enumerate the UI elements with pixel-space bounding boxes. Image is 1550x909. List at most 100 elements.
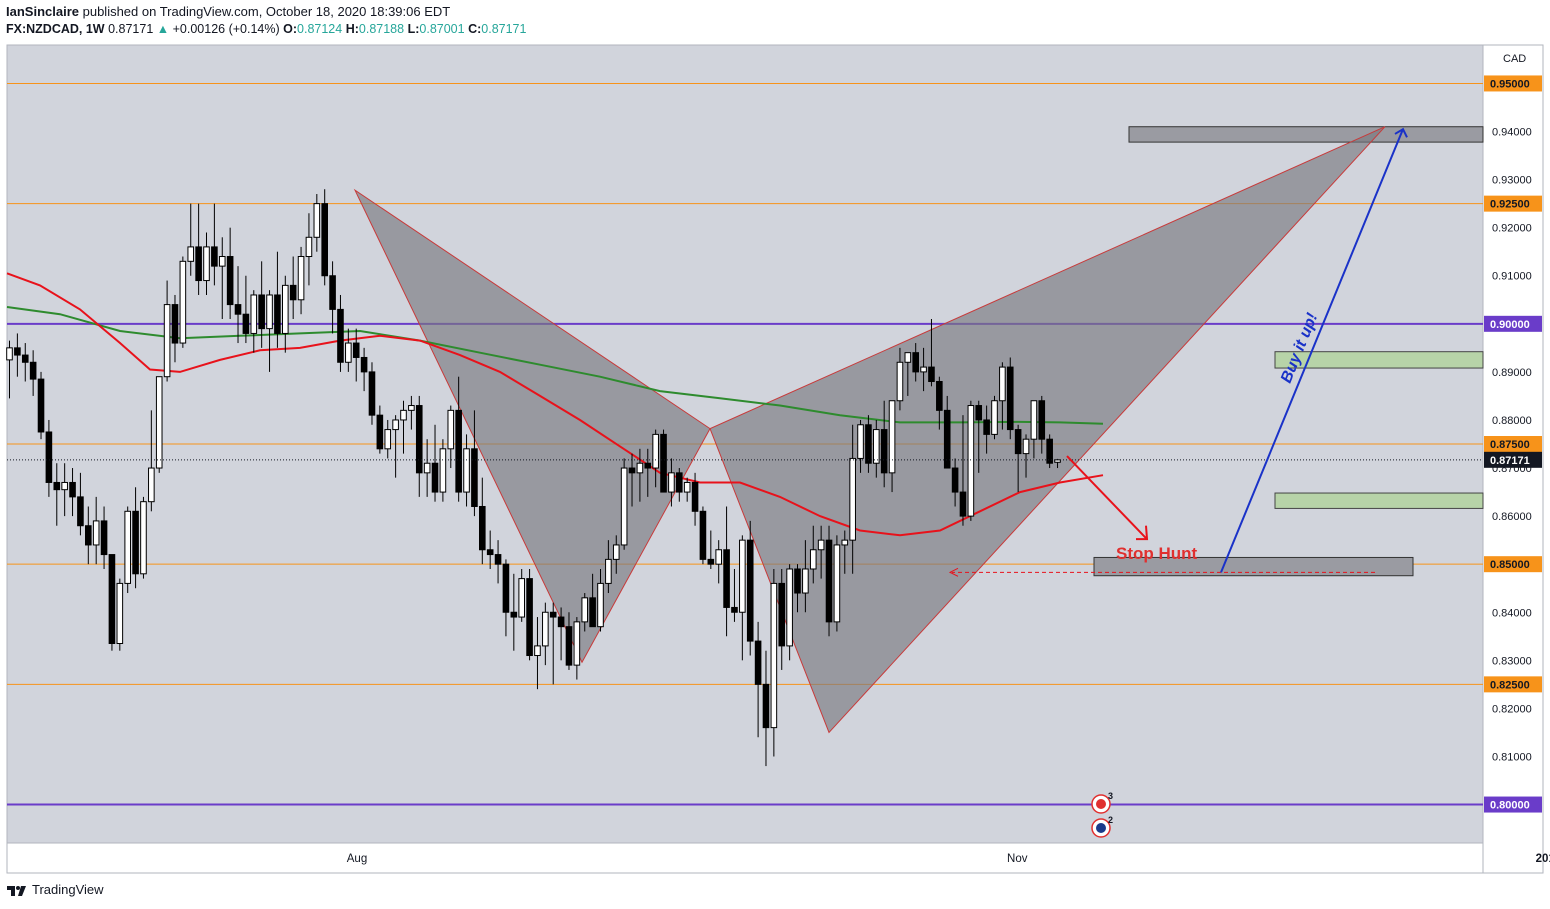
candle — [69, 468, 76, 517]
price-tick-label-4: 0.84000 — [1492, 607, 1532, 619]
level-badge-label-4: 0.85000 — [1490, 559, 1530, 571]
candle-body — [471, 448, 478, 507]
candle — [1022, 434, 1030, 478]
candle — [368, 362, 376, 425]
price-tick-label-11: 0.91000 — [1492, 271, 1532, 283]
candle-body — [274, 294, 281, 334]
candle-body — [77, 496, 84, 527]
candle — [282, 275, 289, 353]
candle — [936, 376, 943, 430]
candle — [951, 458, 959, 507]
tradingview-brand: TradingView — [32, 882, 104, 897]
candle-body — [234, 304, 242, 315]
candle — [636, 448, 644, 502]
candle — [999, 362, 1006, 430]
candle-body — [463, 448, 470, 493]
symbol-label[interactable]: FX:NZDCAD, 1W — [6, 22, 105, 36]
candle — [699, 506, 707, 565]
candle-body — [612, 544, 620, 560]
candle-body — [573, 621, 581, 666]
candle — [683, 477, 691, 502]
candle-body — [392, 419, 399, 431]
candle-body — [258, 294, 265, 330]
level-badge-label-1: 0.92500 — [1490, 199, 1530, 211]
candle — [479, 477, 486, 565]
time-label-1: Nov — [1007, 853, 1028, 865]
candle — [778, 568, 786, 670]
candle-body — [943, 409, 951, 469]
candle-body — [778, 582, 786, 647]
candle-body — [660, 433, 667, 493]
candle-body — [833, 544, 841, 623]
candle — [817, 525, 825, 579]
candle-body — [786, 568, 793, 647]
ohlc-legend: FX:NZDCAD, 1W 0.87171 ▲ +0.00126 (+0.14%… — [6, 22, 526, 36]
candle-body — [699, 510, 707, 560]
candle-body — [100, 520, 108, 556]
stop-hunt-label: Stop Hunt — [1116, 544, 1198, 563]
candles-group — [6, 189, 1061, 767]
candle-body — [589, 597, 596, 628]
candle — [14, 333, 21, 377]
candle-body — [447, 409, 455, 450]
candle-body — [620, 467, 628, 546]
candle-body — [479, 505, 486, 551]
candle-body — [510, 611, 518, 618]
candle-body — [1022, 438, 1030, 455]
candle-body — [676, 472, 683, 493]
candle — [589, 573, 596, 628]
resistance-zone — [1274, 351, 1484, 369]
candle — [928, 319, 935, 387]
candle — [431, 424, 439, 502]
candle-body — [809, 549, 817, 570]
candle-body — [770, 582, 778, 729]
candle — [423, 439, 431, 497]
candle-body — [195, 246, 202, 282]
candle — [132, 487, 139, 589]
candle — [400, 400, 407, 454]
red-arrow-line — [1066, 455, 1148, 540]
candle-body — [61, 481, 68, 491]
candle — [573, 617, 581, 680]
candle-body — [400, 409, 407, 421]
candle-body — [904, 352, 912, 363]
price-tick-label-13: 0.93000 — [1492, 175, 1532, 187]
candle-body — [928, 366, 935, 383]
high-value: 0.87188 — [358, 22, 405, 36]
candle — [880, 400, 888, 488]
candle — [786, 564, 793, 661]
candle — [61, 463, 68, 517]
candle-body — [297, 256, 305, 301]
candle — [148, 410, 155, 512]
level-badge-0 — [1484, 75, 1542, 92]
candle — [707, 530, 715, 569]
candle — [305, 213, 313, 286]
candle — [731, 568, 738, 622]
candle-body — [794, 568, 801, 594]
event-flag-1 — [1096, 823, 1106, 833]
candle-body — [873, 429, 880, 464]
close-label: C: — [468, 22, 482, 36]
candle-body — [124, 510, 132, 584]
candle-body — [865, 424, 872, 464]
candle-body — [289, 284, 297, 301]
candle — [581, 593, 589, 632]
candle-body — [439, 448, 447, 493]
candle-body — [155, 376, 163, 469]
candle — [329, 261, 336, 334]
candle-body — [486, 549, 494, 556]
candle-body — [1014, 429, 1022, 455]
candle-body — [967, 405, 975, 517]
candle — [258, 261, 265, 348]
candle-body — [825, 539, 833, 623]
candle — [557, 607, 565, 661]
candle — [628, 453, 636, 507]
tradingview-footer[interactable]: TradingView — [6, 882, 104, 897]
stop-hunt-zone — [1093, 556, 1414, 577]
candle — [195, 203, 202, 295]
author-name[interactable]: IanSinclaire — [6, 4, 79, 19]
price-tick-label-12: 0.92000 — [1492, 223, 1532, 235]
candle-body — [896, 361, 904, 402]
candle-body — [912, 352, 920, 373]
